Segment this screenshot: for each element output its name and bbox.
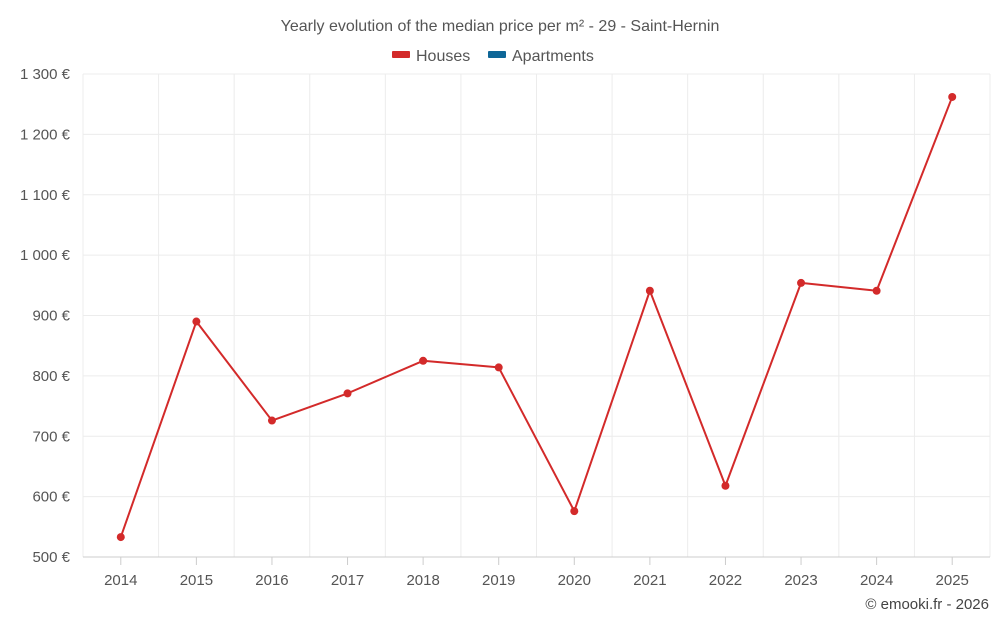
x-tick-label: 2022: [709, 572, 742, 589]
y-tick-label: 1 200 €: [20, 126, 71, 143]
legend-label-apartments: Apartments: [512, 48, 594, 65]
y-tick-label: 600 €: [32, 489, 70, 506]
chart-title: Yearly evolution of the median price per…: [281, 18, 720, 35]
legend-item-houses[interactable]: Houses: [392, 48, 470, 65]
legend-swatch-houses: [392, 51, 410, 58]
y-tick-label: 1 100 €: [20, 187, 71, 204]
data-point-houses-2024[interactable]: [872, 286, 881, 295]
legend-item-apartments[interactable]: Apartments: [488, 48, 594, 65]
series-houses: [116, 92, 957, 542]
x-tick-label: 2019: [482, 572, 515, 589]
data-point-houses-2020[interactable]: [570, 507, 579, 516]
x-tick-label: 2015: [180, 572, 213, 589]
data-point-houses-2017[interactable]: [343, 389, 352, 398]
x-tick-label: 2023: [784, 572, 817, 589]
legend-swatch-apartments: [488, 51, 506, 58]
y-tick-label: 1 300 €: [20, 66, 71, 83]
data-point-houses-2018[interactable]: [419, 356, 428, 365]
y-tick-label: 900 €: [32, 308, 70, 325]
y-tick-label: 700 €: [32, 428, 70, 445]
data-point-houses-2014[interactable]: [116, 533, 125, 542]
y-tick-label: 1 000 €: [20, 247, 71, 264]
data-point-houses-2021[interactable]: [645, 286, 654, 295]
data-point-houses-2022[interactable]: [721, 481, 730, 490]
credit-text: © emooki.fr - 2026: [865, 596, 989, 613]
data-point-houses-2019[interactable]: [494, 363, 503, 372]
axes: 500 € 600 € 700 € 800 € 900 € 1 000 € 1 100 € 1…: [20, 66, 990, 589]
data-point-houses-2023[interactable]: [797, 278, 806, 287]
grid: [82, 73, 991, 557]
x-tick-label: 2025: [936, 572, 969, 589]
data-point-houses-2016[interactable]: [267, 416, 276, 425]
x-tick-label: 2020: [558, 572, 591, 589]
x-tick-label: 2016: [255, 572, 288, 589]
legend: Houses Apartments: [392, 48, 594, 65]
data-point-houses-2015[interactable]: [192, 317, 201, 326]
x-tick-label: 2014: [104, 572, 137, 589]
data-point-houses-2025[interactable]: [948, 92, 957, 101]
x-tick-label: 2018: [406, 572, 439, 589]
y-tick-label: 500 €: [32, 549, 70, 566]
x-tick-label: 2017: [331, 572, 364, 589]
x-tick-label: 2021: [633, 572, 666, 589]
series-line-houses: [119, 96, 954, 538]
legend-label-houses: Houses: [416, 48, 470, 65]
x-tick-label: 2024: [860, 572, 893, 589]
y-tick-label: 800 €: [32, 368, 70, 385]
